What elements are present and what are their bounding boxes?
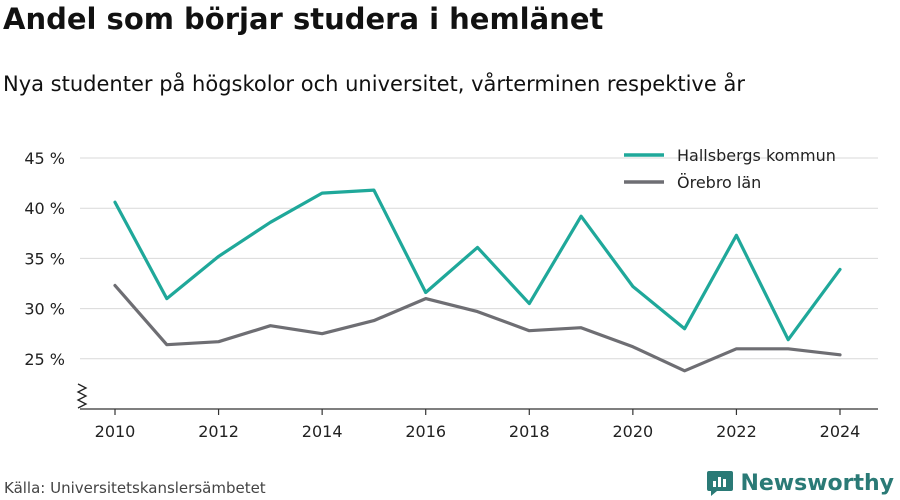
- x-tick-label: 2024: [820, 422, 861, 441]
- legend-label: Hallsbergs kommun: [677, 146, 836, 165]
- series-line-0: [113, 188, 842, 342]
- line-chart: 25 %30 %35 %40 %45 % 2010 2012 2014 2016 201…: [24, 146, 878, 441]
- x-tick-label: 2018: [509, 422, 550, 441]
- x-tick-label: 2020: [612, 422, 653, 441]
- brand-name: Newsworthy: [740, 470, 894, 496]
- chart-subtitle: Nya studenter på högskolor och universit…: [3, 72, 745, 96]
- x-axis: 2010 2012 2014 2016 2018 2020 2022 2024: [80, 408, 878, 441]
- series-line-1: [113, 283, 842, 373]
- y-tick-label: 25 %: [24, 350, 65, 369]
- x-tick-label: 2022: [716, 422, 757, 441]
- legend: Hallsbergs kommun Örebro län: [624, 146, 836, 192]
- newsworthy-logo-icon: [707, 471, 734, 496]
- x-tick-label: 2010: [95, 422, 136, 441]
- axis-break-icon: [76, 383, 88, 409]
- x-tick-label: 2016: [405, 422, 446, 441]
- y-tick-label: 45 %: [24, 149, 65, 168]
- legend-label: Örebro län: [677, 173, 761, 192]
- brand-logo: Newsworthy: [707, 469, 894, 497]
- x-tick-label: 2014: [302, 422, 343, 441]
- y-tick-label: 40 %: [24, 199, 65, 218]
- y-tick-label: 35 %: [24, 249, 65, 268]
- series-lines: [113, 188, 842, 373]
- chart-title: Andel som börjar studera i hemlänet: [3, 2, 604, 36]
- source-note: Källa: Universitetskanslersämbetet: [4, 479, 266, 497]
- x-tick-label: 2012: [198, 422, 239, 441]
- y-axis: 25 % 30 % 35 % 40 % 45 %: [24, 149, 88, 409]
- y-tick-label: 30 %: [24, 300, 65, 319]
- grid-lines: [80, 157, 878, 360]
